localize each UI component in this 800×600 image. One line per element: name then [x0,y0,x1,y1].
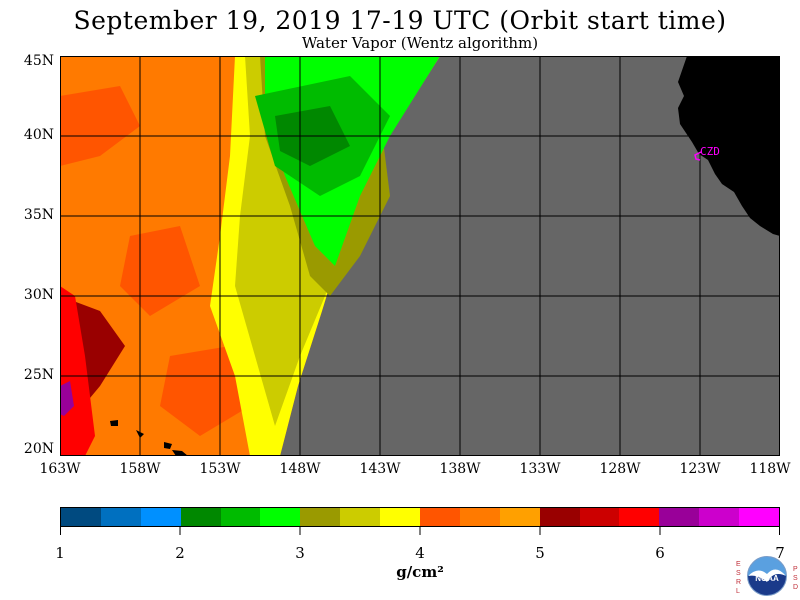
svg-text:L: L [736,588,740,595]
grid-lines [60,56,780,456]
lat-label: 40N [23,127,54,143]
colorbar-swatch [140,508,181,526]
colorbar-swatch [739,508,780,526]
lon-label: 123W [679,461,721,477]
lon-label: 143W [359,461,401,477]
map-title: September 19, 2019 17-19 UTC (Orbit star… [73,6,727,35]
colorbar-swatch [61,508,101,526]
svg-text:S: S [736,570,741,577]
svg-text:R: R [736,579,741,586]
colorbar-swatch [380,508,421,526]
lon-label: 138W [439,461,481,477]
svg-text:P: P [793,566,798,573]
hawaii-islands [110,420,188,456]
svg-text:D: D [793,584,798,591]
colorbar-swatch [619,508,660,526]
water-vapor-map: CZD [60,56,780,456]
swath-red [60,286,95,456]
colorbar-swatch [220,508,261,526]
colorbar-swatch [300,508,341,526]
colorbar-ticks [60,527,780,535]
station-marker [694,151,702,161]
lon-label: 148W [279,461,321,477]
svg-text:NOAA: NOAA [755,574,779,583]
lat-label: 20N [23,441,54,457]
lon-label: 118W [749,461,791,477]
swath-purple [60,381,74,416]
colorbar-tick-label: 3 [295,544,305,562]
svg-text:S: S [793,575,798,582]
lon-label: 153W [199,461,241,477]
lat-label: 45N [23,53,54,69]
lat-label: 35N [23,207,54,223]
colorbar-swatch [499,508,540,526]
colorbar-tick-label: 2 [175,544,185,562]
land-north-america [678,56,780,236]
colorbar-swatch [340,508,381,526]
colorbar-swatch [699,508,740,526]
lat-label: 25N [23,367,54,383]
colorbar-tick-label: 5 [535,544,545,562]
colorbar [60,507,780,527]
colorbar-swatch [260,508,301,526]
lon-label: 158W [119,461,161,477]
lon-label: 163W [39,461,81,477]
colorbar-swatch [539,508,580,526]
lon-label: 128W [599,461,641,477]
colorbar-tick-label: 4 [415,544,425,562]
colorbar-swatch [459,508,500,526]
colorbar-swatch [659,508,700,526]
colorbar-swatch [579,508,620,526]
colorbar-swatch [100,508,141,526]
svg-text:E: E [736,561,741,568]
colorbar-tick-label: 1 [55,544,65,562]
colorbar-swatch [420,508,460,526]
colorbar-swatch [180,508,221,526]
lat-label: 30N [23,287,54,303]
colorbar-tick-label: 7 [775,544,785,562]
lon-label: 133W [519,461,561,477]
swath-dark-orange [60,86,250,436]
station-label: CZD [700,145,720,158]
map-subtitle: Water Vapor (Wentz algorithm) [301,34,539,52]
colorbar-tick-label: 6 [655,544,665,562]
colorbar-units: g/cm² [396,563,444,581]
